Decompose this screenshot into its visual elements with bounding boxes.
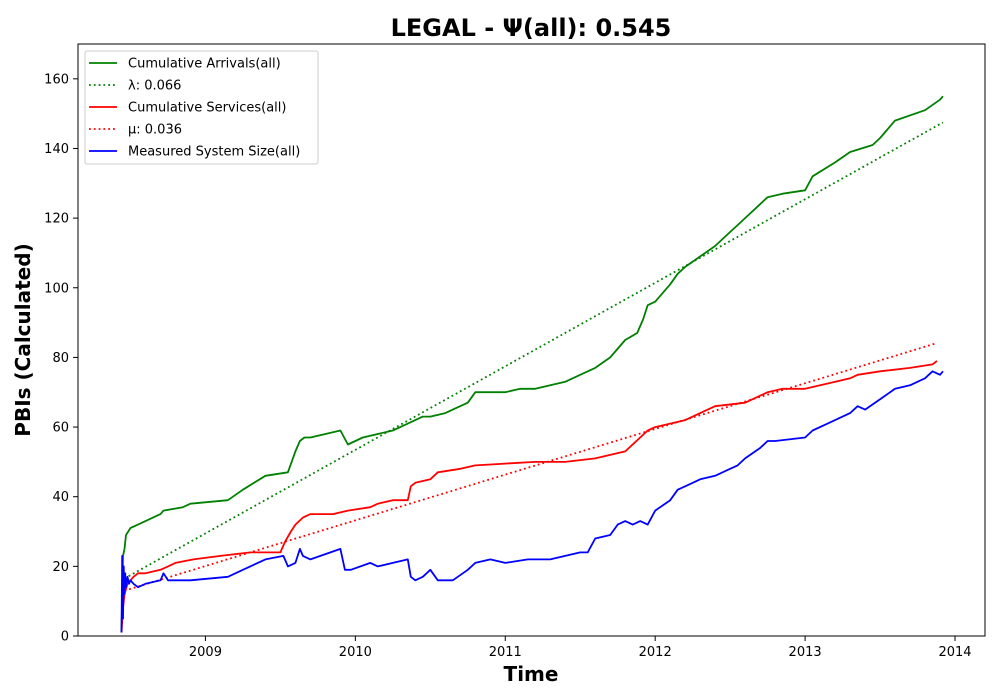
series-line-1: [120, 95, 944, 633]
y-tick-label: 60: [52, 421, 69, 436]
x-tick-label: 2014: [938, 645, 971, 660]
y-tick-label: 120: [44, 212, 69, 227]
y-tick-label: 20: [52, 560, 69, 575]
series-line-2: [124, 121, 944, 580]
plot-frame: [77, 43, 986, 637]
series-line-5: [120, 370, 944, 633]
legend-items: Cumulative Arrivals(all) λ: 0.066 Cumulati…: [89, 57, 300, 160]
series-line-4: [124, 342, 936, 592]
legend-label: Cumulative Arrivals(all): [128, 57, 281, 72]
y-tick-label: 80: [52, 351, 69, 366]
legend-label: μ: 0.036: [128, 123, 182, 138]
x-axis: 2009 2010 2011 2012 2013 2014: [189, 636, 972, 660]
x-tick-label: 2010: [339, 645, 372, 660]
y-axis-label: PBIs (Calculated): [11, 243, 35, 436]
y-tick-label: 40: [52, 490, 69, 505]
series-layer: [120, 95, 944, 633]
x-axis-label: Time: [504, 662, 559, 686]
legend-label: λ: 0.066: [128, 79, 181, 94]
legend: Cumulative Arrivals(all) λ: 0.066 Cumulati…: [84, 50, 319, 165]
legend-label: Cumulative Services(all): [128, 101, 286, 116]
chart-title: LEGAL - Ψ(all): 0.545: [391, 14, 672, 42]
y-tick-label: 160: [44, 72, 69, 87]
y-tick-label: 100: [44, 281, 69, 296]
series-line-3: [120, 360, 938, 633]
legend-box: [84, 50, 319, 165]
x-tick-label: 2009: [189, 645, 222, 660]
y-tick-label: 0: [61, 630, 69, 645]
x-tick-label: 2012: [639, 645, 672, 660]
y-tick-label: 140: [44, 142, 69, 157]
y-axis: 0 20 40 60 80 100 120 140 160: [44, 72, 78, 645]
x-tick-label: 2011: [489, 645, 522, 660]
plot-area: [77, 43, 986, 637]
x-tick-label: 2013: [789, 645, 822, 660]
legend-label: Measured System Size(all): [128, 145, 300, 160]
